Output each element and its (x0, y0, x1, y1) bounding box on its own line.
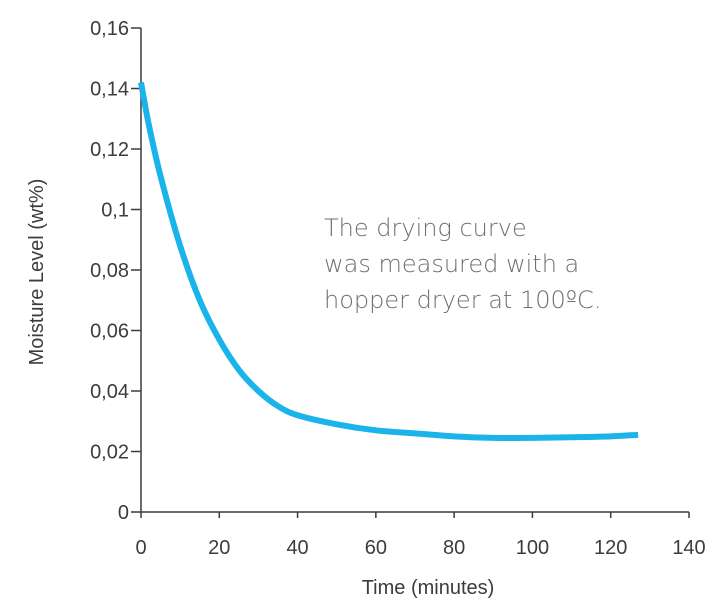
x-tick-label: 120 (594, 537, 627, 559)
y-tick-label: 0,12 (90, 139, 129, 161)
y-tick-label: 0 (118, 502, 129, 524)
x-tick-label: 0 (135, 537, 146, 559)
x-axis-title: Time (minutes) (362, 577, 495, 599)
annotation-line-2: was measured with a (324, 250, 579, 278)
annotation-line-1: The drying curve (324, 214, 527, 242)
x-tick-label: 100 (516, 537, 549, 559)
y-tick-label: 0,14 (90, 79, 129, 101)
annotation-line-3: hopper dryer at 100ºC. (324, 286, 601, 314)
moisture-series-line (138, 81, 639, 442)
x-tick-label: 20 (208, 537, 230, 559)
series-layer (138, 81, 639, 442)
y-tick-label: 0,04 (90, 381, 129, 403)
y-tick-label: 0,08 (90, 260, 129, 282)
y-tick-label: 0,16 (90, 18, 129, 40)
x-tick-label: 140 (672, 537, 705, 559)
x-tick-label: 60 (365, 537, 387, 559)
y-axis-title: Moisture Level (wt%) (26, 179, 48, 366)
y-axis: 0 0,02 0,04 0,06 0,08 0,1 0,12 0,14 0,16 (90, 18, 142, 524)
x-tick-label: 40 (286, 537, 308, 559)
x-tick-label: 80 (443, 537, 465, 559)
y-tick-label: 0,02 (90, 442, 129, 464)
y-tick-label: 0,1 (101, 200, 129, 222)
y-tick-label: 0,06 (90, 321, 129, 343)
x-axis: 0 20 40 60 80 100 120 140 (135, 511, 706, 559)
